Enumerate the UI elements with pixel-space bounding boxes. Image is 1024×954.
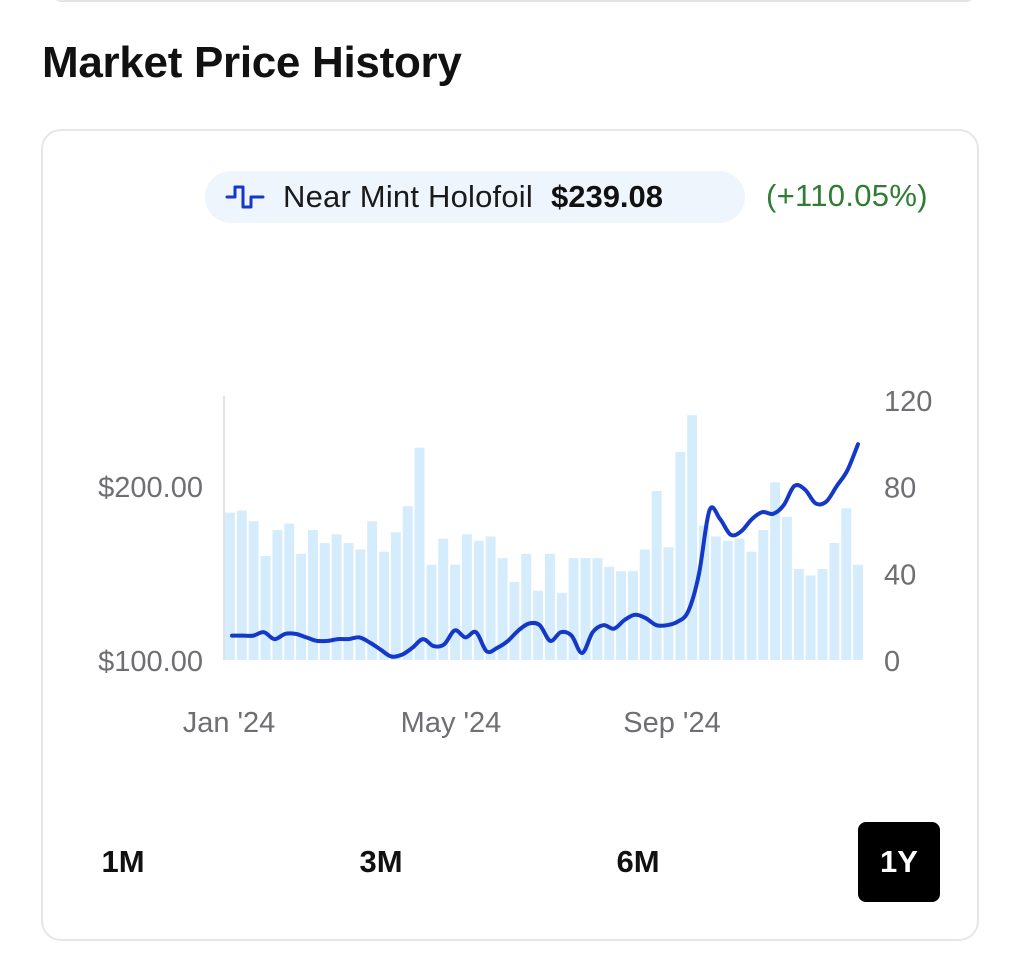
volume-bar [367,521,378,660]
volume-bar [462,534,472,660]
volume-bar [568,558,579,660]
volume-bar [687,415,698,660]
volume-bar [604,566,615,660]
x-tick-label: Jan '24 [183,707,276,739]
range-button-6m[interactable]: 6M [597,822,679,902]
volume-bar [545,553,555,660]
volume-bar [639,549,650,660]
volume-bar [331,534,342,660]
volume-bar [710,536,721,660]
volume-bar [248,521,259,660]
volume-bar [675,452,686,660]
volume-bar [758,530,769,660]
volume-bar [308,530,318,660]
y-left-tick-label: $100.00 [98,646,203,678]
volume-bar [817,569,828,660]
volume-bar [651,491,662,660]
volume-bar [485,536,496,660]
y-right-tick-label: 40 [884,559,916,591]
x-tick-label: May '24 [401,707,502,739]
volume-bar [841,508,852,660]
volume-bar [236,510,247,660]
y-left-tick-label: $200.00 [98,472,203,504]
volume-bar [580,558,591,660]
y-right-tick-label: 120 [884,386,932,418]
volume-bar [355,549,366,660]
volume-bar [521,553,532,660]
y-right-tick-label: 0 [884,646,900,678]
volume-bar [379,551,389,660]
range-button-1m[interactable]: 1M [82,822,164,902]
volume-bar [509,582,520,660]
legend-price: $239.08 [550,179,664,214]
range-button-1y[interactable]: 1Y [858,822,940,902]
volume-bar [556,592,567,660]
price-history-card [41,129,979,941]
volume-bar [390,532,401,660]
volume-bar [734,538,745,660]
legend-change-percent: (+110.05%) [766,178,928,213]
volume-bar [829,543,840,660]
volume-bar [225,512,235,660]
volume-bar [770,482,781,660]
step-line-icon [225,184,265,210]
legend-pill[interactable]: Near Mint Holofoil $239.08 [205,171,745,223]
volume-bar [663,547,674,660]
volume-bar [296,553,306,660]
volume-bar [260,556,271,660]
volume-bar [805,575,816,660]
x-tick-label: Sep '24 [623,707,720,739]
volume-bar [473,540,484,660]
volume-bar [616,571,626,660]
volume-bar [699,525,709,660]
volume-bar [402,506,413,660]
page-title: Market Price History [42,38,462,87]
y-right-tick-label: 80 [884,473,916,505]
range-button-3m[interactable]: 3M [340,822,422,902]
volume-bar [343,543,354,660]
volume-bar [853,564,863,660]
volume-bar [497,558,508,660]
volume-bar [284,523,295,660]
volume-bar [319,543,330,660]
volume-bar [426,564,437,660]
volume-bar [793,569,804,660]
volume-bar [782,517,792,660]
price-line [230,442,860,659]
volume-bar [438,538,449,660]
volume-bar [746,551,757,660]
volume-bar [272,530,283,660]
volume-bar [722,540,733,660]
volume-bar [592,558,603,660]
legend-series-label: Near Mint Holofoil [283,179,533,214]
volume-bar [414,447,425,660]
volume-bar [450,564,461,660]
